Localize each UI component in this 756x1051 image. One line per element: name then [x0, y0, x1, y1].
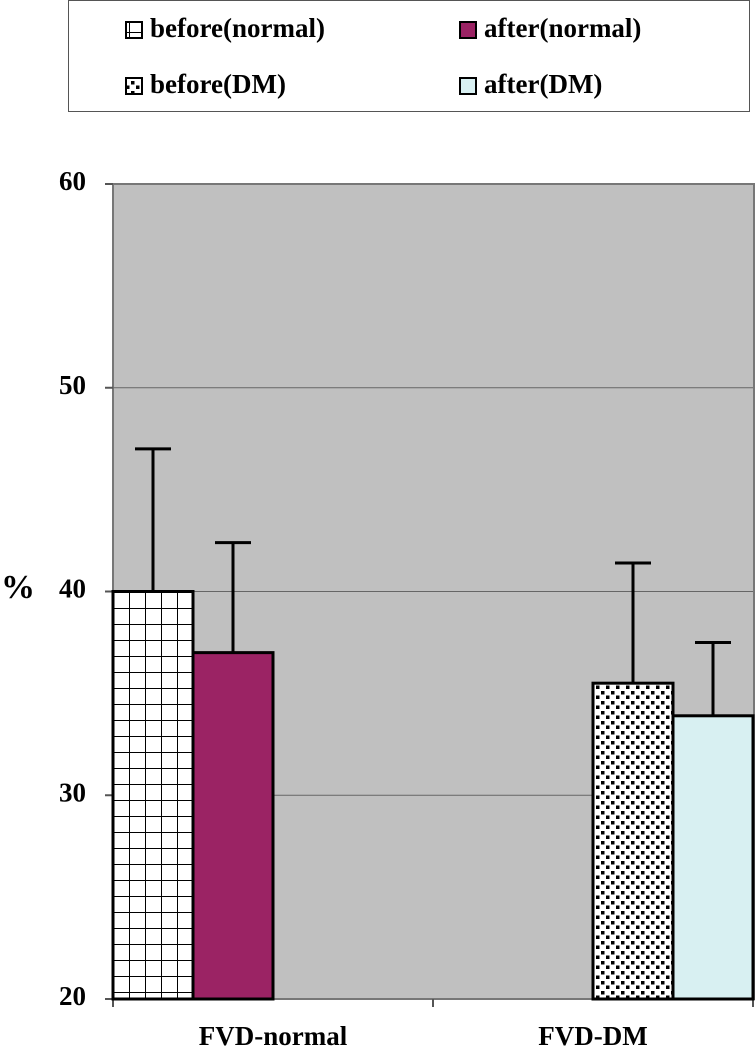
error-bar	[215, 541, 251, 653]
x-tick-label: FVD-DM	[538, 1021, 647, 1051]
error-bar	[695, 640, 731, 716]
legend-box	[68, 0, 750, 112]
y-tick-label: 20	[59, 981, 86, 1011]
y-tick-label: 40	[59, 574, 86, 604]
legend-swatch	[459, 77, 477, 95]
legend-label: before(DM)	[150, 69, 286, 99]
error-bar	[615, 561, 651, 684]
bar	[191, 651, 275, 1001]
legend-swatch	[125, 77, 143, 95]
legend-label: after(normal)	[484, 13, 641, 43]
y-tick-label: 50	[59, 370, 86, 400]
error-bar	[135, 447, 171, 592]
legend-label: after(DM)	[484, 69, 602, 99]
bar	[671, 714, 755, 1001]
legend-label: before(normal)	[150, 13, 325, 43]
y-tick-label: 30	[59, 777, 86, 807]
y-axis-label: %	[1, 569, 35, 606]
legend-swatch	[459, 21, 477, 39]
bar	[591, 681, 675, 1001]
y-tick-label: 60	[59, 166, 86, 196]
x-tick-label: FVD-normal	[199, 1021, 348, 1051]
legend-swatch	[125, 21, 143, 39]
legend: before(normal) after(normal) before(DM) aft…	[125, 13, 641, 99]
bar	[111, 590, 195, 1001]
